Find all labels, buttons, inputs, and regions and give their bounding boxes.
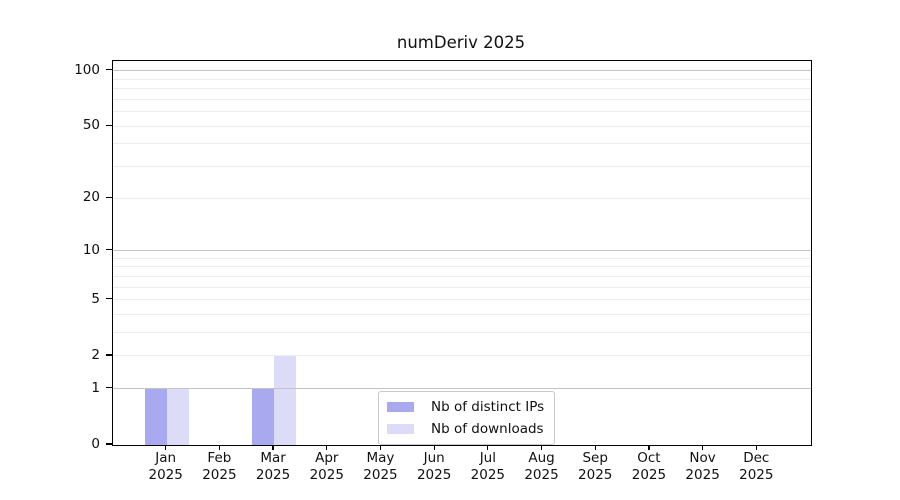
y-tick-mark bbox=[106, 298, 113, 300]
x-tick-label: Aug 2025 bbox=[510, 450, 574, 484]
gridline bbox=[113, 125, 811, 127]
x-tick-year: 2025 bbox=[739, 467, 774, 483]
x-tick-year: 2025 bbox=[416, 467, 452, 483]
gridline bbox=[113, 286, 811, 288]
grid-layer bbox=[113, 61, 811, 445]
legend-label-downloads: Nb of downloads bbox=[431, 420, 544, 437]
gridline bbox=[113, 111, 811, 113]
y-tick-mark bbox=[106, 443, 113, 445]
y-tick-label: 50 bbox=[82, 117, 100, 134]
x-tick-year: 2025 bbox=[470, 467, 506, 483]
y-tick-label: 0 bbox=[91, 436, 100, 452]
x-tick-month: Jun bbox=[423, 450, 445, 466]
legend-swatch-downloads-icon bbox=[387, 423, 414, 434]
x-tick-month: Jan bbox=[155, 450, 177, 466]
gridline bbox=[113, 299, 811, 301]
y-tick-label: 10 bbox=[82, 241, 100, 258]
legend-swatch-distinct-ips-icon bbox=[387, 401, 414, 412]
x-tick-label: Apr 2025 bbox=[295, 450, 359, 484]
x-tick-month: Mar bbox=[260, 450, 286, 466]
x-tick-month: Apr bbox=[315, 450, 339, 466]
x-tick-mark bbox=[433, 445, 435, 450]
x-tick-month: Aug bbox=[528, 450, 555, 466]
gridline bbox=[113, 98, 811, 100]
gridline bbox=[113, 332, 811, 334]
x-tick-label: Dec 2025 bbox=[724, 450, 788, 484]
x-tick-month: Jul bbox=[479, 450, 496, 466]
x-tick-label: Feb 2025 bbox=[187, 450, 251, 484]
x-tick-label: May 2025 bbox=[348, 450, 412, 484]
bar bbox=[252, 388, 275, 445]
gridline bbox=[113, 88, 811, 90]
bar bbox=[274, 355, 297, 445]
y-tick-mark bbox=[106, 69, 113, 71]
x-tick-label: Mar 2025 bbox=[241, 450, 305, 484]
gridline bbox=[113, 355, 811, 357]
gridline bbox=[113, 143, 811, 145]
y-tick-mark bbox=[106, 196, 113, 198]
y-tick-label: 20 bbox=[82, 189, 100, 206]
x-tick-year: 2025 bbox=[685, 467, 720, 483]
x-tick-mark bbox=[218, 445, 220, 450]
x-tick-year: 2025 bbox=[363, 467, 398, 483]
chart-title: numDeriv 2025 bbox=[396, 33, 526, 52]
x-tick-mark bbox=[594, 445, 596, 450]
x-tick-month: May bbox=[366, 450, 395, 466]
x-tick-label: Jun 2025 bbox=[402, 450, 466, 484]
x-tick-year: 2025 bbox=[202, 467, 237, 483]
x-tick-year: 2025 bbox=[578, 467, 613, 483]
x-tick-month: Feb bbox=[207, 450, 232, 466]
y-tick-label: 1 bbox=[91, 379, 100, 396]
y-tick-mark bbox=[106, 354, 113, 356]
gridline bbox=[113, 78, 811, 80]
y-tick-label: 2 bbox=[91, 346, 100, 363]
gridline bbox=[113, 388, 811, 390]
y-tick-mark bbox=[106, 124, 113, 126]
x-tick-mark bbox=[487, 445, 489, 450]
gridline bbox=[113, 314, 811, 315]
y-tick-mark bbox=[106, 387, 113, 389]
x-tick-mark bbox=[648, 445, 650, 450]
bar bbox=[166, 388, 189, 445]
x-tick-mark bbox=[379, 445, 382, 450]
x-tick-mark bbox=[702, 445, 704, 450]
x-tick-label: Oct 2025 bbox=[617, 450, 681, 484]
x-tick-label: Jul 2025 bbox=[456, 450, 520, 484]
gridline bbox=[113, 197, 811, 199]
x-tick-label: Jan 2025 bbox=[134, 450, 198, 484]
y-tick-label: 5 bbox=[91, 290, 100, 307]
y-tick-label: 100 bbox=[74, 61, 100, 78]
bar bbox=[144, 388, 167, 445]
x-tick-mark bbox=[165, 445, 167, 450]
x-tick-label: Sep 2025 bbox=[563, 450, 627, 484]
plot-area: Nb of distinct IPs Nb of downloads bbox=[112, 60, 812, 446]
x-tick-mark bbox=[326, 445, 328, 450]
gridline bbox=[113, 257, 811, 259]
x-tick-mark bbox=[755, 445, 757, 450]
x-tick-month: Nov bbox=[689, 450, 716, 466]
legend: Nb of distinct IPs Nb of downloads bbox=[378, 391, 556, 445]
legend-entry-distinct-ips: Nb of distinct IPs bbox=[387, 397, 544, 416]
x-tick-month: Dec bbox=[743, 450, 770, 466]
gridline bbox=[113, 275, 811, 277]
x-tick-year: 2025 bbox=[524, 467, 559, 483]
legend-label-distinct-ips: Nb of distinct IPs bbox=[431, 398, 545, 415]
x-tick-mark bbox=[540, 445, 543, 450]
gridline bbox=[113, 266, 811, 268]
x-tick-month: Sep bbox=[582, 450, 608, 466]
gridline bbox=[113, 70, 811, 72]
x-tick-year: 2025 bbox=[255, 467, 291, 483]
x-tick-year: 2025 bbox=[148, 467, 183, 483]
x-tick-year: 2025 bbox=[309, 467, 344, 483]
x-tick-label: Nov 2025 bbox=[671, 450, 735, 484]
bars-layer bbox=[113, 61, 811, 445]
x-tick-month: Oct bbox=[637, 450, 661, 466]
y-tick-mark bbox=[106, 248, 113, 251]
gridline bbox=[113, 166, 811, 168]
legend-entry-downloads: Nb of downloads bbox=[387, 419, 544, 438]
gridline bbox=[113, 250, 811, 252]
x-tick-mark bbox=[272, 445, 274, 450]
x-tick-year: 2025 bbox=[631, 467, 667, 483]
